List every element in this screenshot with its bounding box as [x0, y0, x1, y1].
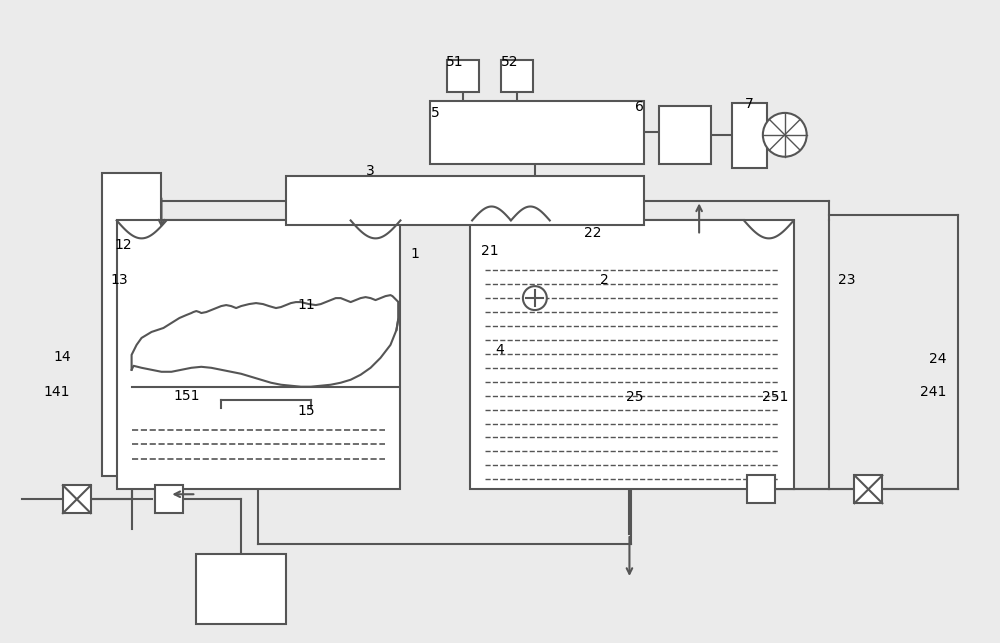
Text: 11: 11 [297, 298, 315, 312]
Text: 1: 1 [411, 248, 420, 261]
Bar [63, 485, 91, 513]
Text: 15: 15 [297, 404, 315, 418]
Bar [732, 103, 767, 168]
Text: 6: 6 [635, 100, 644, 114]
Text: 3: 3 [366, 164, 375, 178]
Bar [659, 106, 711, 164]
Text: 4: 4 [496, 343, 504, 358]
Text: 14: 14 [53, 350, 71, 364]
Text: 251: 251 [762, 390, 788, 404]
Text: 151: 151 [173, 390, 200, 403]
Bar [470, 221, 794, 489]
Text: 23: 23 [838, 273, 855, 287]
Bar [102, 173, 161, 476]
Bar [747, 475, 775, 503]
Text: 22: 22 [584, 226, 601, 240]
Text: 21: 21 [481, 244, 499, 258]
Text: 141: 141 [44, 385, 70, 399]
Text: 2: 2 [600, 273, 609, 287]
Bar [286, 176, 644, 226]
Text: 13: 13 [111, 273, 128, 287]
Bar [501, 60, 533, 92]
Circle shape [763, 113, 807, 157]
Text: 12: 12 [115, 238, 132, 251]
Text: 24: 24 [929, 352, 947, 366]
Bar [196, 554, 286, 624]
Bar [430, 101, 644, 164]
Bar [155, 485, 183, 513]
Text: 241: 241 [920, 385, 946, 399]
Circle shape [523, 286, 547, 310]
Text: 51: 51 [446, 55, 464, 69]
Bar [854, 475, 882, 503]
Bar [447, 60, 479, 92]
Bar [117, 221, 400, 489]
Text: 5: 5 [431, 107, 440, 120]
Text: 7: 7 [745, 97, 753, 111]
Text: 25: 25 [626, 390, 643, 404]
Text: 52: 52 [501, 55, 519, 69]
